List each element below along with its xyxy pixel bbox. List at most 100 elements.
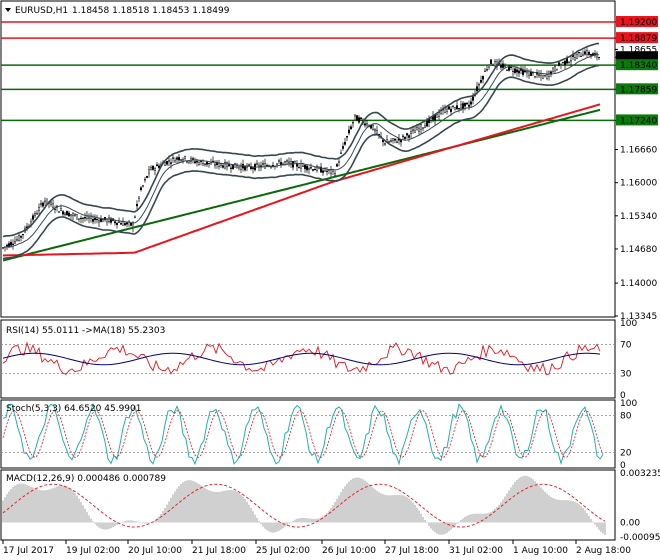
candle-body xyxy=(58,211,61,213)
candle-body xyxy=(60,208,63,211)
candle-body xyxy=(97,220,100,223)
candle-body xyxy=(512,70,515,72)
time-label: 26 Jul 10:00 xyxy=(322,546,376,556)
candle-body xyxy=(396,141,399,143)
candle-body xyxy=(566,58,569,64)
rsi-line xyxy=(2,341,601,375)
candle-body xyxy=(199,160,202,162)
main-pane[interactable] xyxy=(0,0,616,318)
candle-body xyxy=(336,164,339,167)
candle-body xyxy=(125,222,128,225)
candle-body xyxy=(376,130,379,134)
candle-body xyxy=(18,235,21,241)
candle-body xyxy=(247,164,250,166)
candle-body xyxy=(117,221,120,223)
candle-body xyxy=(568,61,571,64)
candle-body xyxy=(129,222,132,226)
candle-body xyxy=(141,185,144,187)
candle-body xyxy=(264,163,267,169)
candle-body xyxy=(388,141,391,143)
candle-body xyxy=(151,166,154,170)
candle-body xyxy=(502,63,505,68)
candle-body xyxy=(169,162,172,164)
candle-body xyxy=(540,73,543,77)
candle-body xyxy=(109,218,112,223)
candle-body xyxy=(390,140,393,142)
candle-body xyxy=(574,57,577,61)
candle-body xyxy=(542,75,545,79)
rsi-pane[interactable] xyxy=(0,319,616,399)
candle-body xyxy=(9,241,12,246)
candle-body xyxy=(213,164,216,166)
candle-body xyxy=(197,162,200,165)
candle-body xyxy=(420,124,423,130)
price-tag xyxy=(616,51,658,63)
price-label: 1.16660 xyxy=(620,146,657,156)
price-label: 1.18655 xyxy=(620,45,657,55)
candle-body xyxy=(235,165,238,169)
candle-body xyxy=(123,223,126,226)
candle-body xyxy=(54,208,57,211)
candle-body xyxy=(288,161,291,164)
price-tag xyxy=(616,16,658,27)
candle-body xyxy=(414,130,417,133)
candle-body xyxy=(468,104,471,107)
price-tag-label: 1.18340 xyxy=(620,61,657,71)
stoch-scale-label: 100 xyxy=(620,399,637,409)
candle-body xyxy=(205,161,208,165)
stoch-axis: 100 80 20 0 xyxy=(620,399,637,471)
candle-body xyxy=(510,66,513,68)
candle-body xyxy=(304,165,307,169)
candle-body xyxy=(105,218,108,223)
candle-body xyxy=(356,115,359,121)
candle-body xyxy=(203,163,206,165)
candle-body xyxy=(590,54,593,56)
candle-body xyxy=(183,155,186,159)
price-tag-label: 1.19200 xyxy=(620,18,657,28)
candle-body xyxy=(344,141,347,145)
candle-body xyxy=(492,64,495,66)
candle-body xyxy=(149,167,152,171)
candle-body xyxy=(558,62,561,66)
candle-body xyxy=(466,102,469,105)
candle-body xyxy=(374,129,377,132)
candle-body xyxy=(167,160,170,162)
candle-body xyxy=(107,217,110,222)
candle-body xyxy=(324,167,327,172)
candle-body xyxy=(338,161,341,163)
time-label: 2 Aug 18:00 xyxy=(576,546,631,556)
candle-body xyxy=(209,162,212,165)
price-tag xyxy=(616,32,658,44)
candle-body xyxy=(65,210,68,216)
candle-body xyxy=(42,202,45,207)
candle-body xyxy=(560,64,563,66)
candle-body xyxy=(434,115,437,121)
time-label: 1 Aug 10:00 xyxy=(513,546,568,556)
candle-body xyxy=(506,69,509,71)
candle-body xyxy=(11,243,14,245)
rsi-scale-label: 100 xyxy=(620,319,637,329)
candle-body xyxy=(456,105,459,110)
candle-body xyxy=(306,165,309,171)
candle-body xyxy=(101,219,104,222)
candle-body xyxy=(163,162,166,166)
candle-body xyxy=(95,219,98,221)
price-plot xyxy=(1,21,615,262)
candle-body xyxy=(576,54,579,59)
candle-body xyxy=(582,54,585,57)
candle-body xyxy=(157,165,160,168)
candle-body xyxy=(552,67,555,72)
stoch-scale-label: 80 xyxy=(620,411,632,421)
candle-body xyxy=(366,122,369,126)
candle-body xyxy=(223,162,226,169)
candle-body xyxy=(478,84,481,86)
candle-body xyxy=(298,166,301,169)
candle-body xyxy=(594,53,597,55)
dropdown-arrow-icon[interactable] xyxy=(5,8,11,12)
candle-body xyxy=(438,112,441,117)
time-label: 17 Jul 2017 xyxy=(3,546,54,556)
rsi-scale-label: 0 xyxy=(620,391,626,401)
candle-body xyxy=(181,159,184,162)
candle-body xyxy=(450,108,453,112)
